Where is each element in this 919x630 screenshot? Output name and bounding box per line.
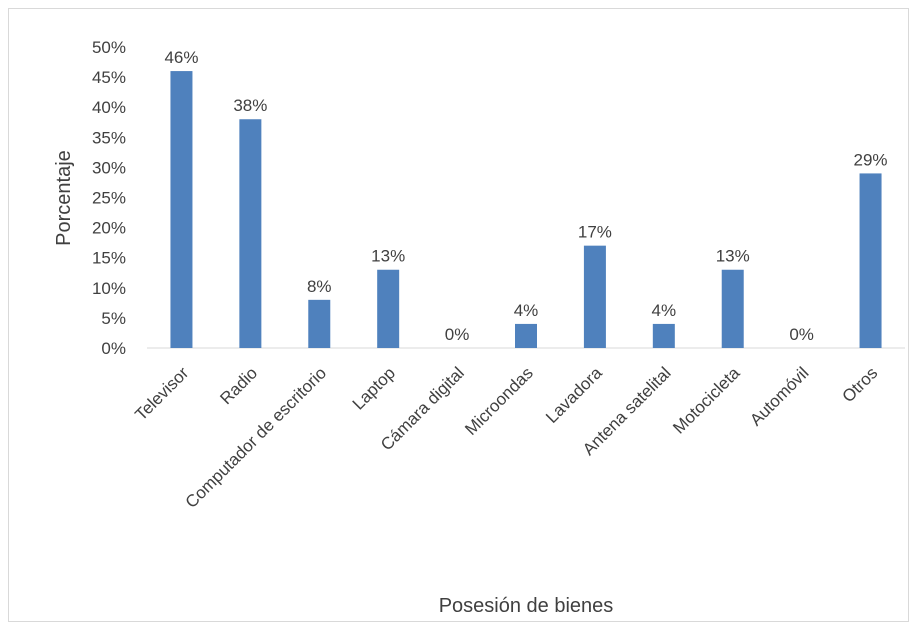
- x-tick-label: Laptop: [349, 363, 399, 413]
- y-tick-label: 0%: [101, 339, 126, 358]
- chart-frame: [8, 8, 909, 622]
- y-tick-label: 35%: [92, 128, 126, 147]
- bar: [377, 269, 400, 348]
- bar: [652, 323, 675, 348]
- data-label: 29%: [854, 150, 888, 169]
- x-tick-label: Otros: [839, 363, 882, 406]
- x-tick-label: Automóvil: [746, 363, 812, 429]
- data-label: 0%: [789, 325, 814, 344]
- bar: [515, 323, 537, 348]
- data-label: 38%: [233, 96, 267, 115]
- x-tick-label: Televisor: [131, 363, 192, 424]
- bars: [170, 71, 882, 349]
- data-label: 46%: [164, 48, 198, 67]
- x-tick-label: Microondas: [461, 363, 537, 439]
- y-tick-label: 45%: [92, 68, 126, 87]
- x-tick-label: Computador de escritorio: [182, 363, 330, 511]
- x-axis-title: Posesión de bienes: [439, 595, 614, 617]
- y-axis-ticks: 0% 5% 10% 15% 20% 25% 30% 35% 40% 45% 50%: [92, 38, 126, 358]
- data-labels: 46% 38% 8% 13% 0% 4% 17% 4% 13% 0% 29%: [164, 48, 887, 344]
- y-tick-label: 15%: [92, 249, 126, 268]
- y-tick-label: 40%: [92, 98, 126, 117]
- bar: [721, 269, 744, 348]
- x-tick-label: Motocicleta: [669, 363, 744, 438]
- bar: [308, 299, 331, 348]
- data-label: 4%: [514, 301, 539, 320]
- data-label: 13%: [371, 247, 405, 266]
- y-tick-label: 25%: [92, 189, 126, 208]
- bar: [239, 119, 262, 349]
- y-tick-label: 5%: [101, 309, 126, 328]
- bar: [583, 245, 606, 348]
- y-tick-label: 10%: [92, 279, 126, 298]
- bar: [859, 173, 882, 348]
- bar: [170, 71, 193, 348]
- y-axis-title: Porcentaje: [53, 150, 75, 246]
- data-label: 17%: [578, 223, 612, 242]
- data-label: 8%: [307, 277, 332, 296]
- y-tick-label: 50%: [92, 38, 126, 57]
- x-tick-label: Radio: [216, 363, 261, 408]
- y-tick-label: 30%: [92, 158, 126, 177]
- data-label: 4%: [652, 301, 677, 320]
- y-tick-label: 20%: [92, 219, 126, 238]
- data-label: 0%: [445, 325, 470, 344]
- x-tick-label: Lavadora: [542, 363, 606, 427]
- data-label: 13%: [716, 247, 750, 266]
